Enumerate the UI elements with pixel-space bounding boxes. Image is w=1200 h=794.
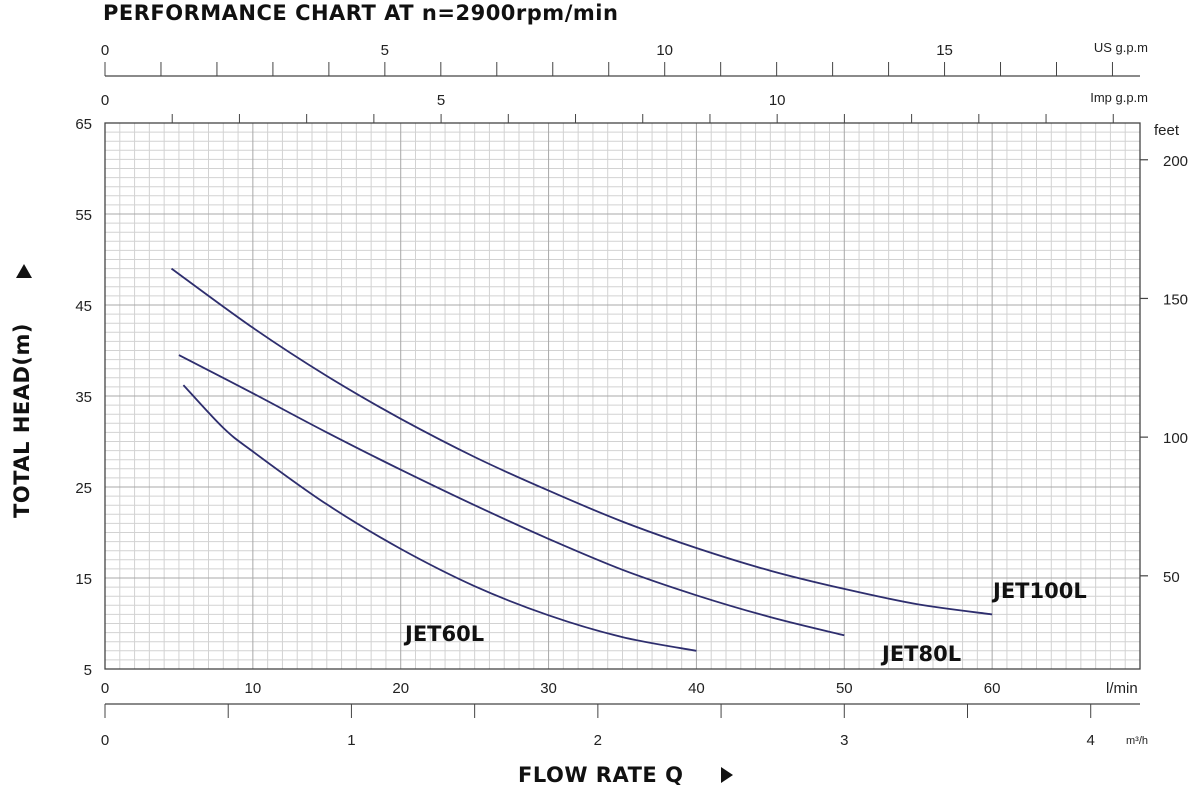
m3h-axis: 0 1 2 3 4 (101, 703, 1140, 749)
x-tick-label: 60 (984, 680, 1001, 697)
y-axis-title-arrow-icon (16, 264, 32, 278)
m3h-tick-label: 1 (347, 732, 355, 749)
y-axis-title: TOTAL HEAD(m) (10, 323, 34, 518)
series-label-jet100l: JET100L (991, 579, 1087, 603)
y-tick-label: 65 (75, 116, 92, 133)
x-unit-lmin: l/min (1106, 680, 1138, 697)
x-tick-label: 20 (392, 680, 409, 697)
y-tick-label: 15 (75, 571, 92, 588)
y-axis-right-feet: 200 150 100 50 (1140, 153, 1188, 586)
x-axis-title-arrow-icon (721, 767, 733, 783)
series-label-jet60l: JET60L (403, 622, 484, 646)
grid (104, 122, 1141, 670)
x-tick-label: 30 (540, 680, 557, 697)
us-gpm-tick-label: 15 (936, 42, 953, 59)
x-tick-label: 40 (688, 680, 705, 697)
x-tick-label: 0 (101, 680, 109, 697)
x-axis-lmin: 0 10 20 30 40 50 60 (101, 680, 1001, 697)
series-lines: JET100L JET80L JET60L (170, 267, 1087, 666)
x-tick-label: 10 (245, 680, 262, 697)
series-line-jet100l (170, 267, 993, 616)
y-axis-left: 65 55 45 35 25 15 5 (75, 116, 92, 679)
us-gpm-tick-label: 0 (101, 42, 109, 59)
imp-gpm-unit: Imp g.p.m (1090, 90, 1148, 105)
m3h-unit: m³/h (1126, 735, 1148, 747)
x-tick-label: 50 (836, 680, 853, 697)
x-axis-title: FLOW RATE Q (518, 763, 683, 787)
m3h-tick-label: 0 (101, 732, 109, 749)
y-tick-label: 45 (75, 298, 92, 315)
imp-gpm-tick-label: 0 (101, 92, 109, 109)
feet-tick-label: 100 (1163, 430, 1188, 447)
series-line-jet60l (182, 384, 697, 652)
series-label-jet80l: JET80L (880, 642, 961, 666)
us-gpm-axis: 0 5 10 15 (101, 42, 1140, 77)
feet-tick-label: 50 (1163, 569, 1180, 586)
imp-gpm-axis: 0 5 10 (101, 92, 1114, 123)
us-gpm-tick-label: 5 (381, 42, 389, 59)
us-gpm-unit: US g.p.m (1094, 40, 1148, 55)
feet-tick-label: 200 (1163, 153, 1188, 170)
y-tick-label: 35 (75, 389, 92, 406)
series-line-jet80l (178, 354, 845, 637)
chart-title: PERFORMANCE CHART AT n=2900rpm/min (103, 1, 618, 25)
y-tick-label: 55 (75, 207, 92, 224)
y-tick-label: 5 (84, 662, 92, 679)
y-tick-label: 25 (75, 480, 92, 497)
m3h-tick-label: 2 (594, 732, 602, 749)
plot-frame (104, 122, 1141, 670)
feet-unit: feet (1154, 122, 1180, 139)
m3h-tick-label: 4 (1087, 732, 1095, 749)
feet-tick-label: 150 (1163, 291, 1188, 308)
imp-gpm-tick-label: 5 (437, 92, 445, 109)
m3h-tick-label: 3 (840, 732, 848, 749)
us-gpm-tick-label: 10 (656, 42, 673, 59)
imp-gpm-tick-label: 10 (769, 92, 786, 109)
